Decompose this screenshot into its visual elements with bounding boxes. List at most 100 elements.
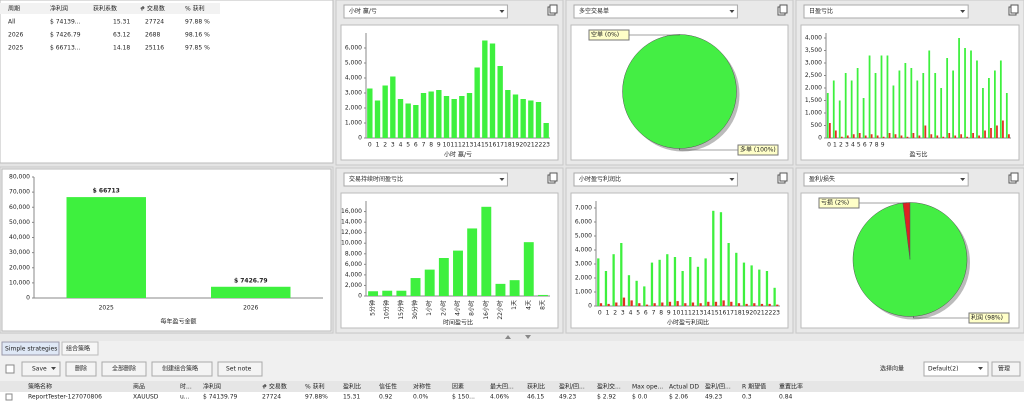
column-header: 周期 [8, 5, 20, 13]
x-tick-label: 9 [437, 142, 441, 149]
x-tick-label: 13 [696, 310, 704, 317]
bar [620, 243, 623, 306]
y-tick-label: 4,000 [345, 75, 362, 82]
bar [727, 243, 730, 306]
bar [615, 302, 618, 306]
chart-selector[interactable] [343, 4, 508, 19]
button-label[interactable]: 删除 [75, 365, 87, 373]
bar [936, 135, 939, 138]
x-tick-label: 10 [443, 142, 451, 149]
button-label[interactable]: 全部删除 [112, 365, 136, 373]
x-tick-label: 12 [688, 310, 696, 317]
tab-label[interactable]: 组合策略 [66, 345, 90, 353]
splitter[interactable] [0, 334, 1024, 341]
copy-icon[interactable] [779, 4, 788, 14]
button-label[interactable]: 管理 [998, 365, 1010, 373]
bar [1008, 134, 1010, 138]
button[interactable] [991, 361, 1021, 377]
chart-selector[interactable] [343, 172, 508, 187]
y-tick-label: 5,000 [575, 233, 592, 240]
bar [988, 78, 990, 138]
chart-selector-label[interactable]: 交易持续时间盈亏比 [349, 175, 403, 183]
button-label[interactable]: Set note [226, 366, 252, 373]
chart-selector-label[interactable]: 日盈亏比 [809, 7, 833, 15]
bar [942, 136, 945, 138]
bar [707, 301, 710, 306]
table-cell: 63.12 [113, 32, 130, 39]
button[interactable] [151, 361, 213, 377]
y-tick-label: 4,000 [805, 35, 822, 42]
button[interactable] [101, 361, 147, 377]
bar [984, 130, 986, 138]
y-tick-label: 2,000 [345, 282, 362, 289]
row-checkbox[interactable] [5, 393, 13, 401]
y-tick-label: 3,000 [575, 261, 592, 268]
x-tick-label: 22 [765, 310, 773, 317]
button-label[interactable]: 创建组合策略 [162, 365, 198, 373]
bar [684, 303, 687, 306]
bar [211, 286, 291, 298]
column-header: 商品 [133, 383, 145, 391]
table-row[interactable] [0, 392, 1024, 401]
table-cell: 49.23 [559, 394, 576, 401]
x-tick-label: 20 [749, 310, 757, 317]
dropdown-arrow [729, 10, 735, 13]
chart-selector[interactable] [573, 172, 738, 187]
chart-selector[interactable] [803, 172, 969, 187]
x-tick-label: 3 [391, 142, 395, 149]
tab-label[interactable]: Simple strategies [5, 346, 57, 353]
y-tick-label: 14,000 [341, 219, 362, 226]
checkbox[interactable] [5, 364, 15, 374]
bar [658, 259, 661, 306]
x-tick-label: 19 [512, 142, 520, 149]
button[interactable] [65, 361, 97, 377]
chart-selector[interactable] [573, 4, 738, 19]
x-tick-label: 13 [466, 142, 474, 149]
tab[interactable] [61, 341, 99, 356]
bar [390, 76, 396, 138]
splitter-up[interactable] [505, 335, 511, 339]
column-header: 对称性 [413, 383, 431, 391]
y-tick-label: 0 [358, 293, 362, 300]
table-cell: 49.23 [705, 394, 722, 401]
x-tick-label: 9 [667, 310, 671, 317]
vector-value[interactable]: Default(2) [928, 366, 958, 373]
bar [436, 90, 442, 138]
copy-icon[interactable] [1010, 172, 1019, 182]
copy-icon[interactable] [779, 172, 788, 182]
y-tick-label: 2,000 [575, 275, 592, 282]
splitter-down[interactable] [525, 335, 531, 339]
chart-selector-label[interactable]: 盈利/损失 [809, 175, 835, 183]
vector-select[interactable] [923, 361, 989, 377]
y-tick-label: 10,000 [9, 279, 30, 286]
y-tick-label: 16,000 [341, 208, 362, 215]
x-tick-label: 7 [652, 310, 656, 317]
column-header: % 获利 [185, 5, 205, 13]
bar [934, 73, 937, 138]
chart-selector-label[interactable]: 多空交易单 [579, 7, 609, 15]
bar [482, 40, 488, 138]
button-label[interactable]: Save [32, 366, 47, 373]
column-header: 重置比率 [779, 383, 803, 391]
copy-icon[interactable] [549, 172, 558, 182]
chart-selector-label[interactable]: 小时 赢/亏 [349, 7, 377, 15]
chart-selector[interactable] [803, 4, 969, 19]
chart-selector-label[interactable]: 小时盈亏利润比 [579, 175, 621, 183]
copy-icon[interactable] [1010, 4, 1019, 14]
table-cell: $ 7426.79 [50, 32, 81, 39]
bar [970, 50, 972, 138]
tab[interactable] [1, 341, 60, 356]
x-tick-label: 2026 [243, 305, 258, 312]
bar [826, 93, 829, 138]
button[interactable] [21, 361, 61, 377]
table-cell: 2688 [145, 32, 160, 39]
x-tick-label: 7 [869, 142, 873, 149]
copy-icon[interactable] [549, 4, 558, 14]
bar [892, 85, 895, 138]
x-tick-label: 6 [644, 310, 648, 317]
bar [773, 287, 776, 306]
button[interactable] [217, 361, 263, 377]
table-cell: $ 66713... [50, 45, 81, 52]
bar [1002, 120, 1004, 138]
bar [704, 258, 707, 306]
